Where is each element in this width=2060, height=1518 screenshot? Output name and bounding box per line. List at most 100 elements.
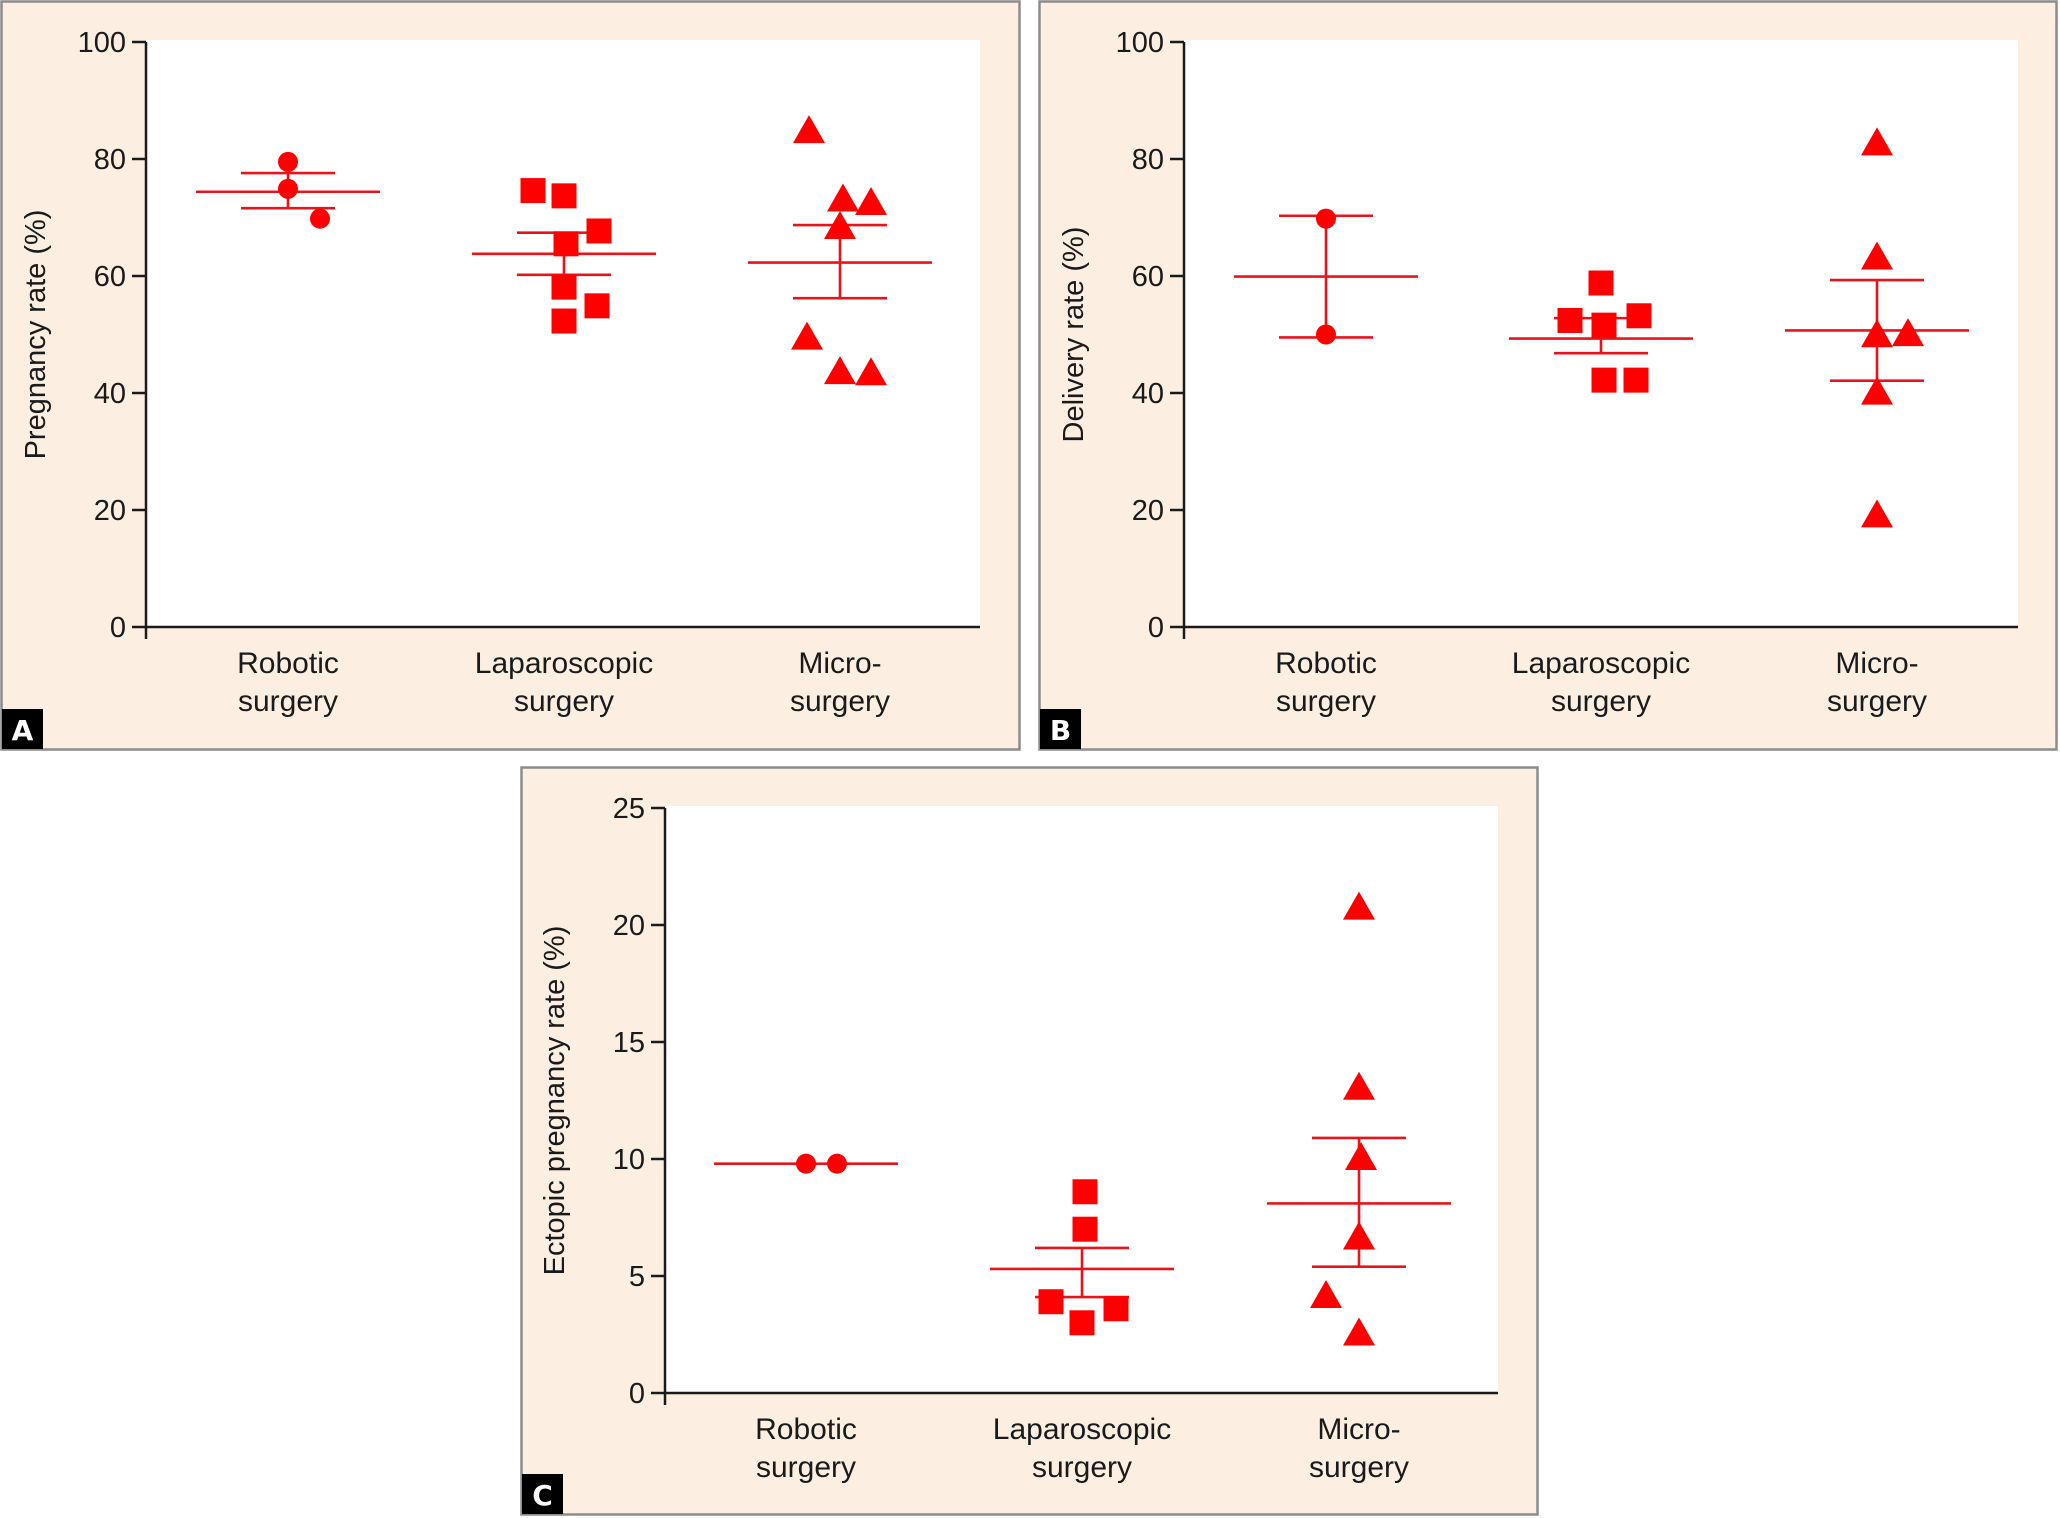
data-point-square [1557,307,1583,333]
x-category-label: Laparoscopic [1512,647,1690,680]
data-point-triangle [1861,376,1893,405]
panel-badge-label: A [12,714,34,747]
data-point-triangle [1861,499,1893,528]
data-point-square [553,231,579,257]
y-tick-label: 100 [78,27,126,59]
x-category-label: Micro- [1835,647,1918,680]
x-category-label: Robotic [237,647,339,680]
panel-badge-label: C [532,1479,553,1512]
y-tick-label: 15 [613,1027,645,1059]
group-square [990,1179,1174,1336]
data-point-square [1591,312,1617,338]
y-tick-label: 0 [110,612,126,644]
group-triangle [1267,891,1451,1346]
group-square [1509,270,1693,393]
y-tick-label: 60 [94,261,126,293]
panel-a: 0 20 40 60 80 100 Pregnancy rate (%) Robotic sur… [0,0,1021,751]
y-tick-label: 0 [1148,612,1164,644]
data-point-square [1069,1310,1095,1336]
y-tick-label: 20 [613,910,645,942]
x-category-label: surgery [1032,1451,1132,1484]
panel-badge [2,709,43,749]
x-category-label: surgery [1551,685,1651,718]
y-tick-label: 25 [613,793,645,825]
group-triangle [1785,127,1969,528]
data-point-triangle [793,115,825,144]
x-category-label: Robotic [1275,647,1377,680]
data-point-circle [278,178,298,199]
x-category-label: Micro- [798,647,881,680]
data-point-triangle [1861,241,1893,270]
data-point-square [1588,270,1614,296]
y-tick-label: 40 [1132,378,1164,410]
data-point-square [551,274,577,300]
data-point-triangle [855,357,887,386]
y-tick-label: 20 [1132,495,1164,527]
y-tick-label: 20 [94,495,126,527]
data-point-square [1591,367,1617,393]
data-point-square [1038,1289,1064,1315]
group-square [472,178,656,334]
data-point-square [551,183,577,209]
data-point-square [584,293,610,319]
data-point-triangle [791,321,823,350]
group-triangle [748,115,932,386]
data-point-triangle [1343,891,1375,920]
x-category-label: Robotic [755,1413,857,1446]
x-category-label: surgery [514,685,614,718]
data-point-square [1623,367,1649,393]
data-point-circle [278,151,298,172]
y-axis-label: Ectopic pregnancy rate (%) [539,926,571,1276]
data-point-square [1072,1179,1098,1205]
x-category-label: surgery [1827,685,1927,718]
x-category-label: surgery [238,685,338,718]
panel-badge [1040,709,1081,749]
data-point-triangle [1343,1317,1375,1346]
data-point-triangle [1861,127,1893,156]
data-point-square [1072,1216,1098,1242]
data-point-circle [796,1153,816,1174]
data-point-square [1626,303,1652,329]
x-category-label: surgery [756,1451,856,1484]
data-point-square [520,178,546,204]
data-point-triangle [827,183,859,212]
panel-badge-label: B [1050,714,1071,747]
data-point-triangle [1310,1280,1342,1309]
data-point-triangle [824,211,856,240]
data-point-circle [310,208,330,229]
panel-badge [522,1474,563,1514]
y-tick-label: 60 [1132,261,1164,293]
data-point-circle [1316,324,1336,345]
data-point-square [1103,1296,1129,1322]
data-point-square [551,308,577,334]
x-category-label: Micro- [1317,1413,1400,1446]
data-point-circle [827,1153,847,1174]
data-point-triangle [1343,1221,1375,1250]
data-point-triangle [1343,1071,1375,1100]
x-category-label: surgery [790,685,890,718]
group-circle [196,151,380,229]
y-axis-label: Pregnancy rate (%) [20,210,52,460]
data-point-circle [1316,208,1336,229]
group-circle [714,1153,898,1174]
x-category-label: surgery [1276,685,1376,718]
data-point-triangle [1861,319,1893,348]
y-tick-label: 100 [1116,27,1164,59]
data-point-triangle [855,187,887,216]
y-axis-label: Delivery rate (%) [1058,227,1090,443]
x-category-label: Laparoscopic [993,1413,1171,1446]
y-tick-label: 10 [613,1144,645,1176]
x-category-label: surgery [1309,1451,1409,1484]
y-tick-label: 40 [94,378,126,410]
data-point-triangle [824,356,856,385]
y-tick-label: 80 [94,144,126,176]
panel-b: 0 20 40 60 80 100 Delivery rate (%) Robotic surg… [1038,0,2058,751]
data-point-square [586,218,612,244]
data-point-triangle [1345,1142,1377,1170]
y-tick-label: 80 [1132,144,1164,176]
y-tick-label: 5 [629,1261,645,1293]
y-tick-label: 0 [629,1378,645,1410]
data-point-triangle [1892,318,1924,347]
x-category-label: Laparoscopic [475,647,653,680]
